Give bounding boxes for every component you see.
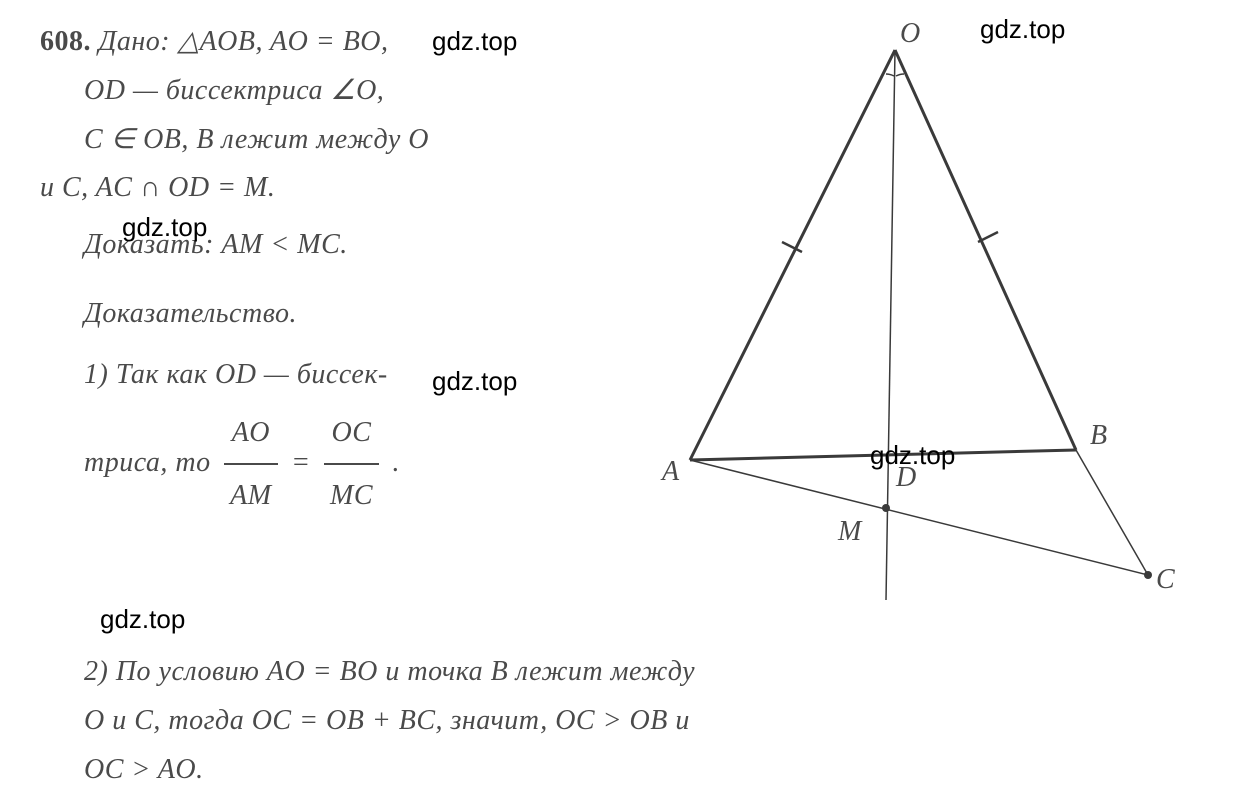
bisector-OD (886, 50, 895, 600)
angle-arc-left (886, 74, 894, 76)
edge-AC (690, 460, 1148, 575)
frac1-den: AM (224, 465, 277, 527)
point-M (882, 504, 890, 512)
prove-line: Доказать: AM < MC. (40, 223, 580, 268)
step2-line3: OC > AO. (40, 748, 1204, 793)
bottom-text-block: 2) По условию AO = BO и точка B лежит ме… (40, 650, 1204, 792)
problem-number: 608. (40, 26, 91, 57)
label-A: A (660, 456, 680, 487)
proof-header: Доказательство. (40, 292, 580, 337)
label-C: C (1156, 564, 1175, 595)
edge-OA (690, 50, 895, 460)
step2-line2: O и C, тогда OC = OB + BC, значит, OC > … (40, 699, 1204, 744)
figure-column: O A B D M C (600, 20, 1180, 640)
angle-arc-right (896, 74, 904, 76)
period: . (393, 447, 401, 478)
fraction-1: AO AM (224, 402, 277, 527)
frac1-num: AO (224, 402, 277, 466)
given-line-2: OD — биссектриса ∠O, (40, 69, 580, 114)
watermark: gdz.top (100, 604, 185, 635)
text-column: 608. Дано: △AOB, AO = BO, OD — биссектри… (40, 20, 600, 640)
edge-BC (1076, 450, 1148, 575)
step1-line2: триса, то AO AM = OC MC . (40, 402, 580, 527)
fraction-2: OC MC (324, 402, 379, 527)
edge-OB (895, 50, 1076, 450)
given-line-3: C ∈ OB, B лежит между O (40, 118, 580, 163)
given-text-1: Дано: △AOB, AO = BO, (99, 26, 389, 57)
frac2-den: MC (324, 465, 379, 527)
given-line-4: и C, AC ∩ OD = M. (40, 166, 580, 211)
watermark: gdz.top (432, 366, 517, 397)
content-wrapper: 608. Дано: △AOB, AO = BO, OD — биссектри… (40, 20, 1204, 640)
triangle-figure: O A B D M C (600, 20, 1180, 640)
label-O: O (900, 20, 920, 49)
step2-line1: 2) По условию AO = BO и точка B лежит ме… (40, 650, 1204, 695)
frac2-num: OC (324, 402, 379, 466)
equals: = (291, 447, 310, 478)
watermark: gdz.top (122, 212, 207, 243)
point-C (1144, 571, 1152, 579)
watermark: gdz.top (980, 14, 1065, 45)
watermark: gdz.top (870, 440, 955, 471)
step1-text: триса, то (84, 447, 211, 478)
watermark: gdz.top (432, 26, 517, 57)
label-B: B (1090, 420, 1107, 451)
label-M: M (837, 516, 863, 547)
